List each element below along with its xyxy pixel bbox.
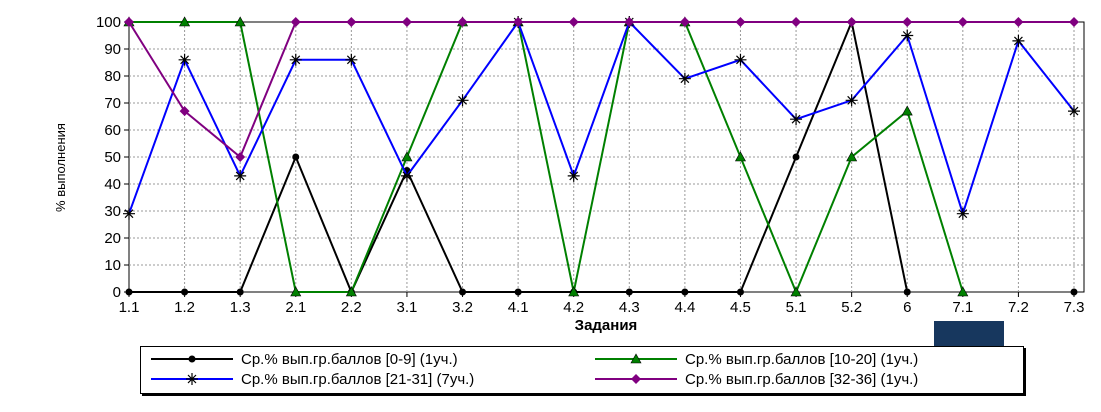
x-tick-label: 2.2 [341,299,362,316]
y-tick-label: 90 [104,41,121,58]
x-tick-label: 4.2 [563,299,584,316]
y-tick-label: 20 [104,230,121,247]
legend-item: Ср.% вып.гр.баллов [32-36] (1уч.) [593,370,918,388]
legend-item: Ср.% вып.гр.баллов [21-31] (7уч.) [149,370,474,388]
x-tick-label: 4.4 [674,299,695,316]
legend-swatch [593,372,679,386]
x-tick-label: 7.1 [952,299,973,316]
data-point [737,289,744,296]
data-point [181,289,188,296]
legend-label: Ср.% вып.гр.баллов [21-31] (7уч.) [241,371,474,388]
x-tick-label: 1.3 [230,299,251,316]
data-point [189,356,196,363]
legend-item: Ср.% вып.гр.баллов [0-9] (1уч.) [149,350,458,368]
data-point [237,289,244,296]
data-point [793,154,800,161]
x-tick-label: 1.2 [174,299,195,316]
data-point [459,289,466,296]
legend-swatch [149,372,235,386]
data-point [631,374,641,384]
legend-label: Ср.% вып.гр.баллов [10-20] (1уч.) [685,351,918,368]
data-point [292,154,299,161]
x-tick-label: 7.2 [1008,299,1029,316]
legend-label: Ср.% вып.гр.баллов [0-9] (1уч.) [241,351,458,368]
y-tick-label: 60 [104,122,121,139]
y-tick-label: 50 [104,149,121,166]
y-tick-label: 70 [104,95,121,112]
data-point [681,289,688,296]
legend: Ср.% вып.гр.баллов [0-9] (1уч.) Ср.% вып.… [140,346,1024,394]
legend-item: Ср.% вып.гр.баллов [10-20] (1уч.) [593,350,918,368]
y-tick-label: 10 [104,257,121,274]
x-tick-label: 6 [903,299,911,316]
x-tick-label: 2.1 [285,299,306,316]
y-tick-label: 100 [96,14,121,31]
x-tick-label: 4.3 [619,299,640,316]
x-tick-label: 3.1 [397,299,418,316]
data-point [515,289,522,296]
legend-swatch [593,352,679,366]
data-point [904,289,911,296]
y-axis-title: % выполнения [53,123,68,212]
y-axis: 0 10 20 30 40 50 60 70 80 90 100 [96,14,129,301]
x-tick-label: 1.1 [119,299,140,316]
data-point [186,373,198,385]
x-tick-label: 3.2 [452,299,473,316]
x-tick-label: 5.1 [786,299,807,316]
x-tick-label: 5.2 [841,299,862,316]
data-point [626,289,633,296]
x-axis: 1.1 1.2 1.3 2.1 2.2 3.1 3.2 4.1 4.2 4.3 4.4 4.5 5.1 5… [119,292,1085,316]
data-point [1071,289,1078,296]
data-point [126,289,133,296]
x-tick-label: 7.3 [1064,299,1085,316]
legend-swatch [149,352,235,366]
y-tick-label: 80 [104,68,121,85]
x-tick-label: 4.1 [508,299,529,316]
x-tick-label: 4.5 [730,299,751,316]
x-axis-title: Задания [575,317,638,334]
y-tick-label: 40 [104,176,121,193]
legend-label: Ср.% вып.гр.баллов [32-36] (1уч.) [685,371,918,388]
y-tick-label: 30 [104,203,121,220]
